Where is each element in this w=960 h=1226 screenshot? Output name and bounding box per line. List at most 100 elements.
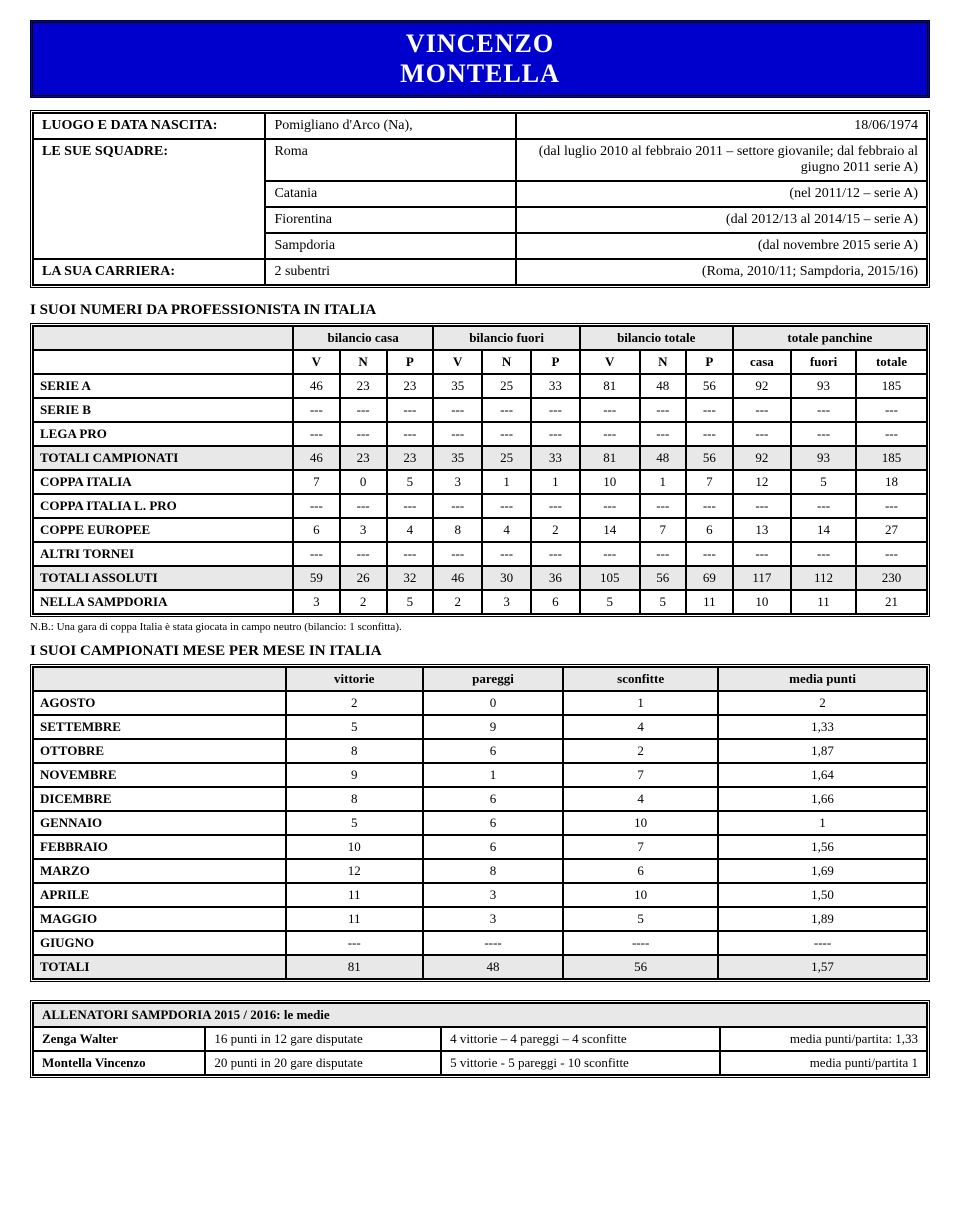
stats-cell: 59 [293, 566, 340, 590]
stats-cell: 33 [531, 374, 580, 398]
stats-cell: 69 [686, 566, 733, 590]
stats-cell: 35 [433, 446, 482, 470]
info-table: LUOGO E DATA NASCITA: Pomigliano d'Arco … [30, 110, 930, 288]
months-section-title: I SUOI CAMPIONATI MESE PER MESE IN ITALI… [30, 643, 930, 660]
months-head-2: sconfitte [563, 667, 718, 691]
months-cell: ---- [718, 931, 927, 955]
stats-cell: 36 [531, 566, 580, 590]
months-row-label: FEBBRAIO [33, 835, 286, 859]
stats-cell: 23 [387, 446, 434, 470]
stats-cell: --- [482, 398, 531, 422]
months-cell: ---- [563, 931, 718, 955]
stats-cell: 48 [640, 446, 687, 470]
months-row-label: TOTALI [33, 955, 286, 979]
birth-date: 18/06/1974 [516, 113, 927, 139]
stats-cell: 3 [340, 518, 387, 542]
stats-cell: 105 [580, 566, 640, 590]
months-row: GIUGNO--------------- [33, 931, 927, 955]
months-row-label: SETTEMBRE [33, 715, 286, 739]
averages-record: 4 vittorie – 4 pareggi – 4 sconfitte [441, 1027, 720, 1051]
stats-cell: 23 [387, 374, 434, 398]
months-table: vittoriepareggisconfittemedia punti AGOS… [30, 664, 930, 982]
stats-cell: 5 [387, 590, 434, 614]
stats-cell: --- [733, 542, 792, 566]
stats-cell: --- [856, 494, 927, 518]
career-mid: 2 subentri [265, 259, 515, 285]
months-row: APRILE113101,50 [33, 883, 927, 907]
stats-cell: --- [856, 422, 927, 446]
team-2-name: Fiorentina [265, 207, 515, 233]
averages-record: 5 vittorie - 5 pareggi - 10 sconfitte [441, 1051, 720, 1075]
stats-cell: --- [293, 494, 340, 518]
months-cell: 8 [286, 739, 423, 763]
months-cell: 81 [286, 955, 423, 979]
stats-row: SERIE A4623233525338148569293185 [33, 374, 927, 398]
stats-row: NELLA SAMPDORIA3252365511101121 [33, 590, 927, 614]
page-title: VINCENZO MONTELLA [30, 20, 930, 98]
stats-cell: 93 [791, 374, 856, 398]
stats-cell: 0 [340, 470, 387, 494]
months-row-label: OTTOBRE [33, 739, 286, 763]
months-cell: 2 [286, 691, 423, 715]
stats-group-2: bilancio totale [580, 326, 733, 350]
stats-cell: 185 [856, 374, 927, 398]
months-cell: 1,64 [718, 763, 927, 787]
months-row-label: MARZO [33, 859, 286, 883]
stats-row-label: LEGA PRO [33, 422, 293, 446]
stats-cell: 56 [686, 446, 733, 470]
team-3-note: (dal novembre 2015 serie A) [516, 233, 927, 259]
stats-cell: --- [433, 542, 482, 566]
months-cell: 1 [423, 763, 563, 787]
months-row: TOTALI8148561,57 [33, 955, 927, 979]
months-cell: 1 [718, 811, 927, 835]
team-0-note: (dal luglio 2010 al febbraio 2011 – sett… [516, 139, 927, 181]
stats-cell: 8 [433, 518, 482, 542]
stats-corner [33, 326, 293, 350]
months-head-1: pareggi [423, 667, 563, 691]
months-cell: ---- [423, 931, 563, 955]
stats-cell: 12 [733, 470, 792, 494]
months-cell: 4 [563, 787, 718, 811]
stats-cell: 7 [293, 470, 340, 494]
stats-cell: 92 [733, 374, 792, 398]
birth-place: Pomigliano d'Arco (Na), [265, 113, 515, 139]
stats-cell: 14 [791, 518, 856, 542]
months-row-label: APRILE [33, 883, 286, 907]
months-cell: 0 [423, 691, 563, 715]
stats-row-label: SERIE A [33, 374, 293, 398]
stats-cell: 185 [856, 446, 927, 470]
months-cell: 8 [423, 859, 563, 883]
stats-cell: 6 [293, 518, 340, 542]
stats-cell: 48 [640, 374, 687, 398]
stats-table: bilancio casa bilancio fuori bilancio to… [30, 323, 930, 617]
stats-subhead-5: P [531, 350, 580, 374]
title-line1: VINCENZO [33, 29, 927, 59]
stats-subhead-9: casa [733, 350, 792, 374]
months-cell: 5 [286, 715, 423, 739]
months-cell: 4 [563, 715, 718, 739]
stats-cell: --- [686, 542, 733, 566]
stats-cell: 3 [433, 470, 482, 494]
months-cell: 2 [718, 691, 927, 715]
stats-cell: --- [293, 542, 340, 566]
stats-cell: 93 [791, 446, 856, 470]
months-cell: 6 [423, 787, 563, 811]
stats-cell: --- [791, 494, 856, 518]
months-row-label: AGOSTO [33, 691, 286, 715]
stats-cell: 11 [791, 590, 856, 614]
stats-cell: --- [856, 542, 927, 566]
stats-cell: 5 [640, 590, 687, 614]
stats-row-label: NELLA SAMPDORIA [33, 590, 293, 614]
stats-cell: --- [387, 494, 434, 518]
stats-cell: 4 [387, 518, 434, 542]
averages-row: Zenga Walter16 punti in 12 gare disputat… [33, 1027, 927, 1051]
stats-cell: 2 [340, 590, 387, 614]
stats-cell: 46 [293, 374, 340, 398]
stats-cell: 46 [433, 566, 482, 590]
stats-section-title: I SUOI NUMERI DA PROFESSIONISTA IN ITALI… [30, 302, 930, 319]
months-cell: 1,69 [718, 859, 927, 883]
months-cell: 1,33 [718, 715, 927, 739]
months-head-empty [33, 667, 286, 691]
stats-cell: --- [580, 398, 640, 422]
averages-played: 16 punti in 12 gare disputate [205, 1027, 441, 1051]
